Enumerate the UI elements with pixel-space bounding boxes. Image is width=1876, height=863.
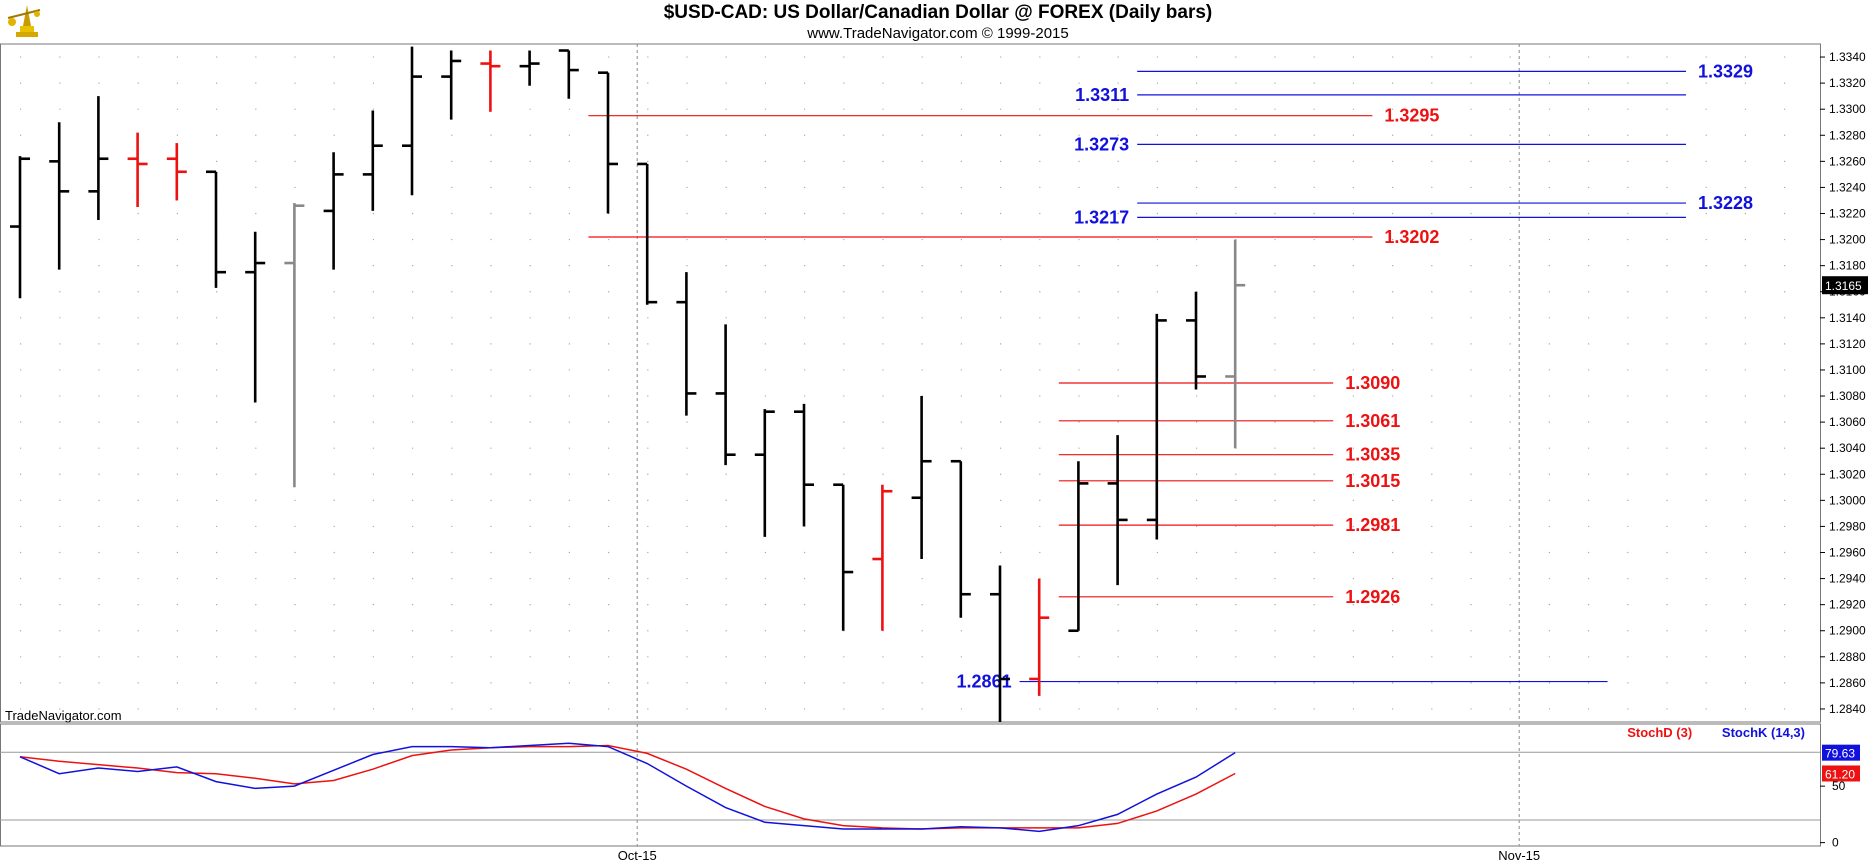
y-tick-label: 1.3260 — [1829, 154, 1866, 168]
stoch-last-badge — [1822, 744, 1860, 761]
y-tick-label: 1.3220 — [1829, 207, 1866, 221]
y-tick-label: 1.3040 — [1829, 441, 1866, 455]
level-label: 1.3015 — [1345, 471, 1400, 491]
watermark-text: TradeNavigator.com — [5, 708, 122, 723]
y-tick-label: 1.3000 — [1829, 493, 1866, 507]
chart-title: $USD-CAD: US Dollar/Canadian Dollar @ FO… — [663, 2, 1213, 23]
x-tick-label: Oct-15 — [618, 848, 657, 863]
stoch-last-value: 61.20 — [1825, 767, 1855, 781]
level-label: 1.3273 — [1074, 134, 1129, 154]
y-tick-label: 1.2840 — [1829, 702, 1866, 716]
y-tick-label: 1.2960 — [1829, 546, 1866, 560]
y-tick-label: 1.3340 — [1829, 50, 1866, 64]
y-tick-label: 1.3100 — [1829, 363, 1866, 377]
level-label: 1.2926 — [1345, 587, 1400, 607]
stoch-last-badge — [1822, 765, 1860, 782]
stoch-series-line — [19, 742, 1236, 833]
y-tick-label: 1.3080 — [1829, 389, 1866, 403]
stoch-series-line — [19, 744, 1236, 830]
last-price-value: 1.3165 — [1825, 279, 1862, 293]
y-tick-label: 1.2900 — [1829, 624, 1866, 638]
level-label: 1.3090 — [1345, 373, 1400, 393]
level-label: 1.3329 — [1698, 61, 1753, 81]
level-label: 1.3061 — [1345, 411, 1400, 431]
y-tick-label: 1.3240 — [1829, 180, 1866, 194]
y-tick-label: 1.2980 — [1829, 519, 1866, 533]
y-tick-label: 1.3320 — [1829, 76, 1866, 90]
level-label: 1.3217 — [1074, 207, 1129, 227]
level-label: 1.3295 — [1384, 106, 1439, 126]
y-tick-label: 1.3180 — [1829, 259, 1866, 273]
level-label: 1.3202 — [1384, 227, 1439, 247]
stoch-legend-entry: StochK (14,3) — [1722, 725, 1805, 740]
stoch-y-tick-label: 0 — [1832, 836, 1839, 850]
x-tick-label: Nov-15 — [1498, 848, 1540, 863]
chart-subtitle: www.TradeNavigator.com © 1999-2015 — [807, 25, 1069, 42]
level-label: 1.2861 — [957, 672, 1012, 692]
y-tick-label: 1.2920 — [1829, 598, 1866, 612]
price-panel-frame — [0, 43, 1821, 723]
level-label: 1.3311 — [1075, 85, 1129, 105]
y-tick-label: 1.2860 — [1829, 676, 1866, 690]
level-label: 1.2981 — [1345, 515, 1400, 535]
y-tick-label: 1.2880 — [1829, 650, 1866, 664]
last-price-badge — [1822, 276, 1868, 295]
stoch-legend-entry: StochD (3) — [1627, 725, 1692, 740]
level-label: 1.3228 — [1698, 193, 1753, 213]
y-tick-label: 1.3200 — [1829, 233, 1866, 247]
stoch-last-value: 79.63 — [1825, 747, 1855, 761]
y-tick-label: 1.2940 — [1829, 572, 1866, 586]
y-tick-label: 1.3300 — [1829, 102, 1866, 116]
y-tick-label: 1.3140 — [1829, 311, 1866, 325]
trade-navigator-logo-icon — [7, 5, 41, 37]
y-tick-label: 1.3060 — [1829, 415, 1866, 429]
stoch-y-tick-label: 50 — [1832, 779, 1846, 793]
stoch-panel-frame — [0, 723, 1821, 847]
y-tick-label: 1.3020 — [1829, 467, 1866, 481]
y-tick-label: 1.3120 — [1829, 337, 1866, 351]
y-tick-label: 1.3280 — [1829, 128, 1866, 142]
level-label: 1.3035 — [1345, 445, 1400, 465]
